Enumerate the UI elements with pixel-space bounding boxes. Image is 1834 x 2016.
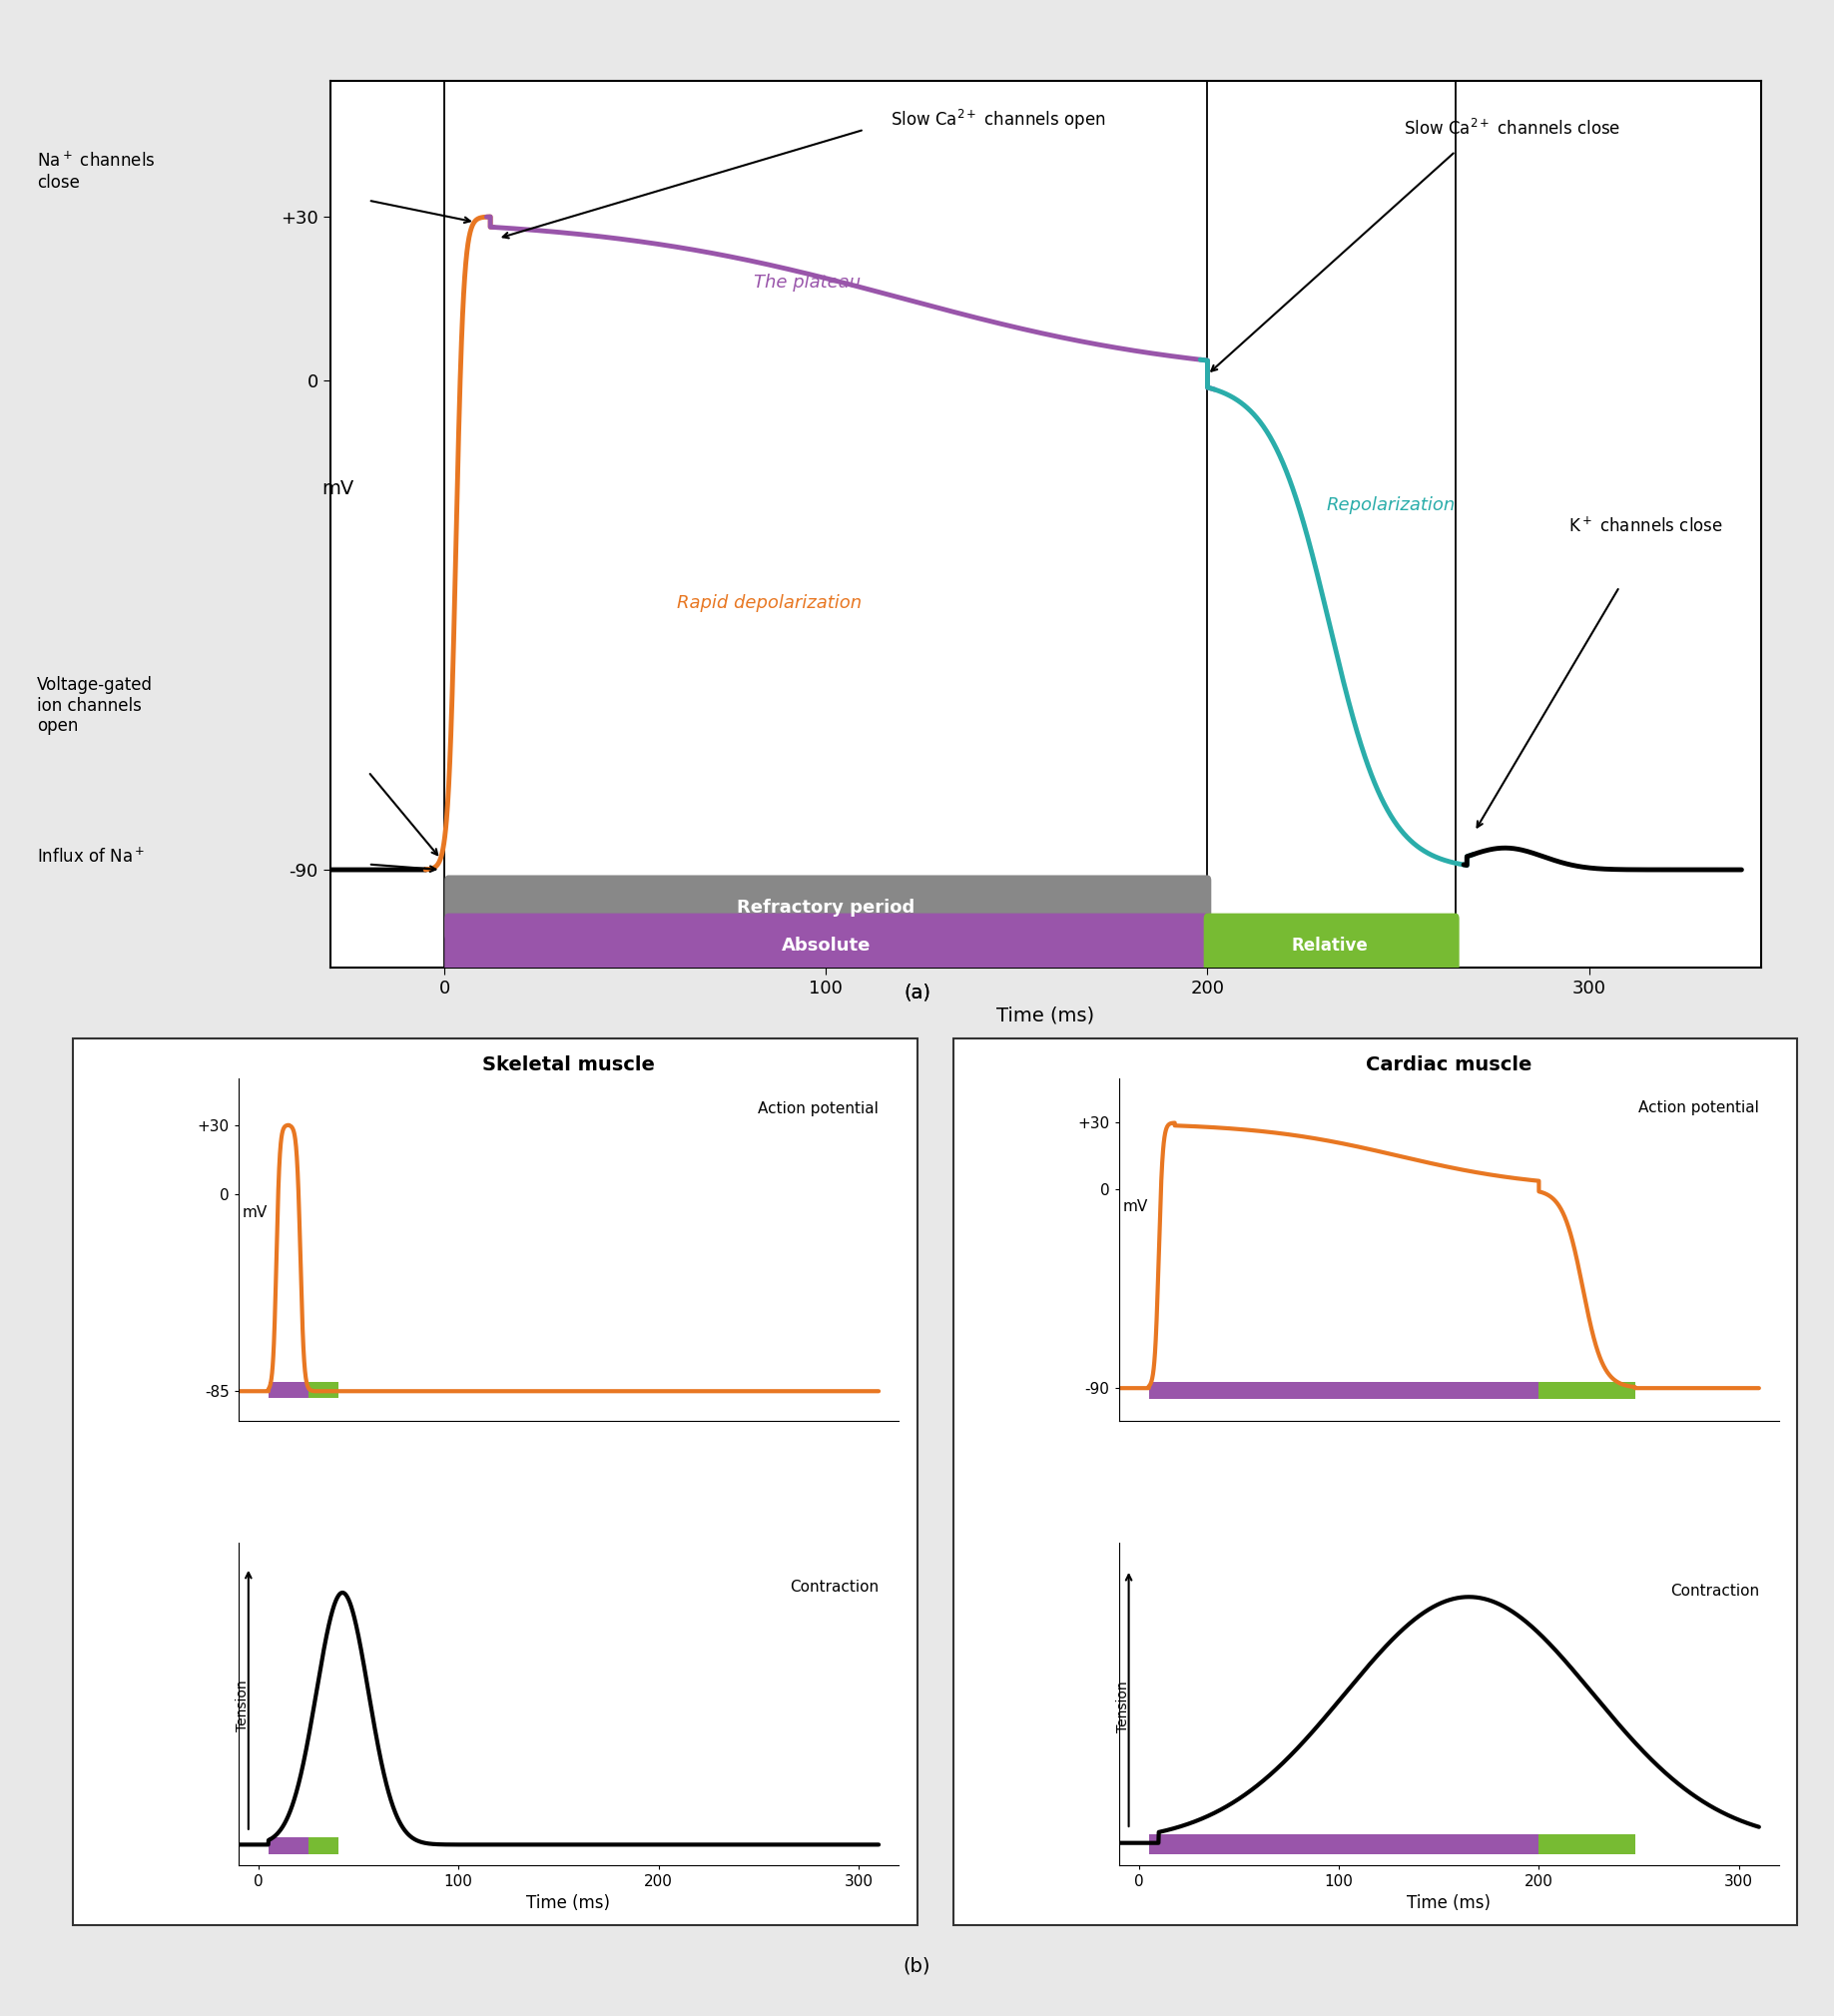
Text: Repolarization: Repolarization (1326, 496, 1454, 514)
Bar (268, 1837, 308, 1855)
Text: (b): (b) (904, 1958, 930, 1976)
Text: Absolute: Absolute (781, 937, 871, 956)
Text: Relative: Relative (1291, 937, 1368, 956)
Text: Action potential: Action potential (757, 1101, 878, 1117)
Bar (1539, 1835, 1634, 1855)
FancyBboxPatch shape (444, 875, 1210, 941)
Text: mV: mV (242, 1206, 268, 1220)
Text: Slow Ca$^{2+}$ channels open: Slow Ca$^{2+}$ channels open (889, 107, 1106, 131)
Text: Tension: Tension (235, 1679, 249, 1732)
Text: Refractory period: Refractory period (737, 899, 915, 917)
Bar (1539, 1381, 1634, 1399)
Text: Influx of Na$^+$: Influx of Na$^+$ (37, 847, 145, 867)
Text: K$^+$ channels close: K$^+$ channels close (1568, 516, 1724, 536)
Text: Slow Ca$^{2+}$ channels close: Slow Ca$^{2+}$ channels close (1405, 119, 1621, 139)
Text: mV: mV (1122, 1200, 1148, 1214)
Text: Na$^+$ channels
close: Na$^+$ channels close (37, 151, 156, 192)
Bar (308, 1381, 339, 1399)
Bar (268, 1381, 308, 1399)
Text: The plateau: The plateau (754, 274, 860, 292)
Text: Contraction: Contraction (1671, 1583, 1759, 1599)
X-axis label: Time (ms): Time (ms) (526, 1895, 611, 1913)
FancyBboxPatch shape (1203, 913, 1460, 978)
X-axis label: Time (ms): Time (ms) (1407, 1895, 1491, 1913)
Text: (a): (a) (904, 984, 930, 1002)
Title: Skeletal muscle: Skeletal muscle (482, 1054, 655, 1075)
Text: Rapid depolarization: Rapid depolarization (677, 595, 862, 613)
Bar (1148, 1381, 1539, 1399)
Text: Tension: Tension (1115, 1681, 1130, 1732)
Bar (1148, 1835, 1539, 1855)
FancyBboxPatch shape (444, 913, 1210, 978)
Text: Voltage-gated
ion channels
open: Voltage-gated ion channels open (37, 675, 152, 736)
Text: mV: mV (321, 480, 354, 498)
Text: Contraction: Contraction (790, 1581, 878, 1595)
Text: (a): (a) (904, 984, 930, 1002)
Text: Action potential: Action potential (1638, 1101, 1759, 1115)
X-axis label: Time (ms): Time (ms) (996, 1006, 1095, 1024)
Title: Cardiac muscle: Cardiac muscle (1366, 1054, 1531, 1075)
Bar (308, 1837, 339, 1855)
